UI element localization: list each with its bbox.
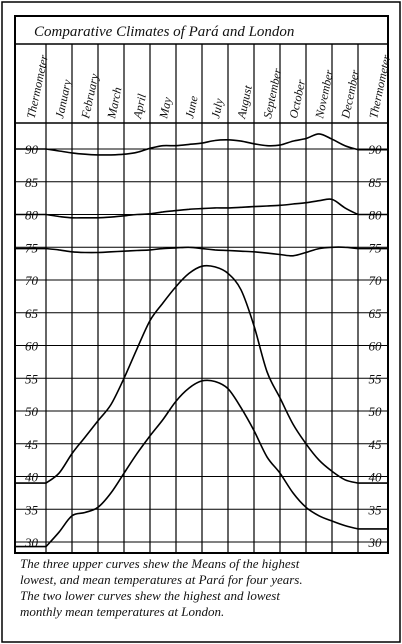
y-tick-left: 55 <box>25 371 39 386</box>
y-tick-left: 30 <box>24 535 39 550</box>
month-headers: Thermometer January February March April May J… <box>24 53 394 120</box>
caption-line-1: The three upper curves shew the Means of… <box>20 556 300 571</box>
month-label: May <box>156 95 174 120</box>
caption-line-2: lowest, and mean temperatures at Pará fo… <box>20 572 303 587</box>
y-tick-left: 50 <box>25 404 39 419</box>
y-tick-right: 35 <box>368 502 383 517</box>
month-label: September <box>260 67 284 120</box>
y-tick-right: 40 <box>369 470 383 485</box>
y-tick-left: 85 <box>25 175 39 190</box>
series-line-5 <box>15 379 388 548</box>
y-tick-left: 35 <box>24 502 39 517</box>
month-label: March <box>104 86 124 121</box>
chart-caption: The three upper curves shew the Means of… <box>20 556 388 620</box>
month-label: June <box>182 94 201 120</box>
caption-line-3: The two lower curves shew the highest an… <box>20 588 280 603</box>
y-tick-right: 65 <box>369 306 383 321</box>
month-label: November <box>312 68 336 120</box>
y-tick-right: 60 <box>369 339 383 354</box>
y-tick-right: 75 <box>369 240 383 255</box>
y-tick-right: 55 <box>369 371 383 386</box>
month-label: October <box>286 78 308 120</box>
series-line-1 <box>15 133 388 156</box>
chart-grid <box>15 44 388 553</box>
month-label: August <box>234 83 255 120</box>
caption-line-4: monthly mean temperatures at London. <box>20 604 225 619</box>
y-tick-left: 65 <box>25 306 39 321</box>
month-label: January <box>52 78 74 120</box>
y-tick-right: 45 <box>369 437 383 452</box>
chart-title: Comparative Climates of Pará and London <box>34 24 294 40</box>
temperature-curves <box>15 133 388 548</box>
series-line-3 <box>15 246 388 257</box>
month-label: April <box>130 92 149 121</box>
month-label: December <box>338 68 362 120</box>
month-label: July <box>208 97 226 120</box>
y-tick-left: 40 <box>25 470 39 485</box>
y-tick-right: 30 <box>368 535 383 550</box>
series-line-2 <box>15 198 388 219</box>
y-tick-right: 50 <box>369 404 383 419</box>
y-tick-left: 60 <box>25 339 39 354</box>
y-tick-labels: 30 30 35 35 40 40 45 45 50 50 55 55 60 60 65 65 70 70 75 75… <box>24 142 382 550</box>
y-tick-right: 85 <box>369 175 383 190</box>
thermometer-label-right: Thermometer <box>366 53 393 119</box>
series-line-4 <box>15 264 388 484</box>
y-tick-left: 75 <box>25 240 39 255</box>
thermometer-label-left: Thermometer <box>24 53 51 119</box>
y-tick-left: 45 <box>25 437 39 452</box>
y-tick-right: 70 <box>369 273 383 288</box>
y-tick-left: 70 <box>25 273 39 288</box>
